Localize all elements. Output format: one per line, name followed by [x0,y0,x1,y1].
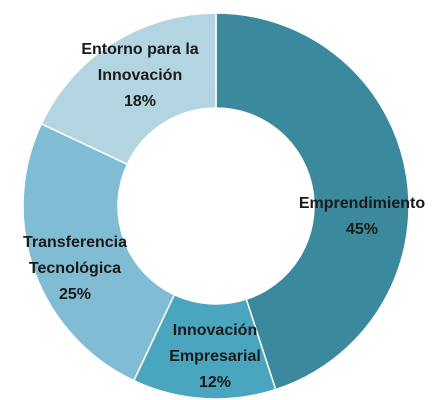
slice-label: Entorno para la Innovación 18% [72,37,208,115]
donut-slice [40,12,217,166]
category-label: Innovación Empresarial [169,322,261,365]
donut-slice [215,12,410,391]
value-label: 45% [345,221,379,238]
category-label: Transferencia Tecnológica [22,234,128,277]
slice-label: Emprendimiento 45% [282,191,442,243]
category-label: Emprendimiento [298,195,426,212]
category-label: Entorno para la Innovación [81,41,199,84]
value-label: 12% [198,374,232,391]
slice-label: Transferencia Tecnológica 25% [13,230,137,308]
donut-slice [22,122,176,382]
value-label: 18% [123,93,157,110]
value-label: 25% [58,286,92,303]
slice-label: Innovación Empresarial 12% [159,318,271,396]
